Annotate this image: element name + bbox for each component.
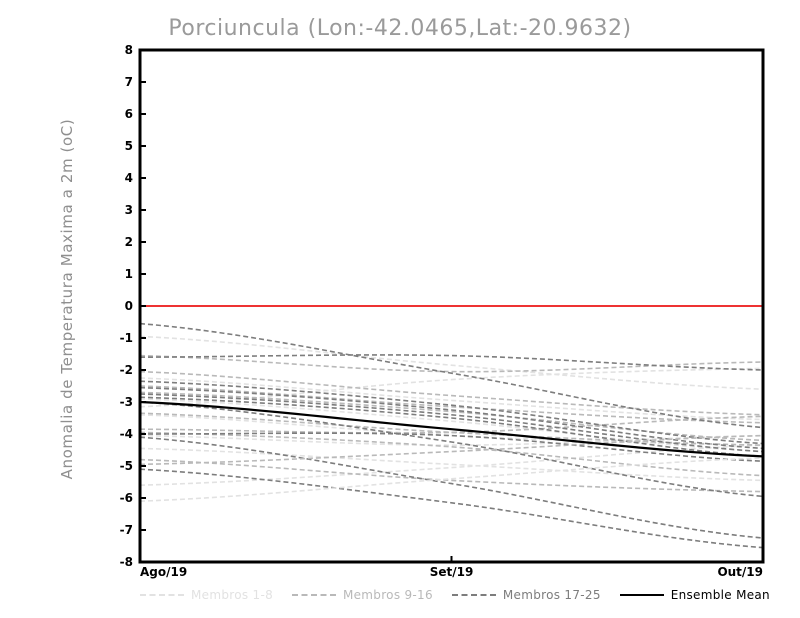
x-axis-ticks: Ago/19 Set/19 Out/19 [139,556,764,579]
legend-entry: Membros 1-8 [140,588,273,602]
y-axis-ticks: 8 7 6 5 4 3 2 1 0 -1 -2 -3 -4 -5 -6 -7 -8 [120,43,146,569]
y-tick-label: -7 [120,523,133,537]
member-line [139,444,764,486]
member-line [139,396,764,458]
member-line [139,354,764,371]
y-tick-label: 1 [125,267,133,281]
member-line [139,393,764,453]
legend-entry: Membros 17-25 [451,588,601,602]
x-tick-label: Set/19 [430,565,474,579]
member-line [139,401,764,498]
x-tick-label: Out/19 [717,565,763,579]
member-line [139,322,764,429]
member-line [139,367,764,408]
member-line [139,432,764,462]
member-line [139,370,764,416]
legend-entry: Membros 9-16 [291,588,433,602]
y-tick-label: -8 [120,555,133,569]
legend-line-swatch [140,594,184,596]
y-tick-label: 4 [125,171,133,185]
member-line [139,458,764,493]
member-line [139,457,764,502]
y-tick-label: 2 [125,235,133,249]
member-line [139,335,764,390]
y-tick-label: 6 [125,107,133,121]
legend-line-swatch [291,594,336,596]
member-line [139,386,764,450]
y-tick-label: -3 [120,395,133,409]
y-tick-label: 8 [125,43,133,57]
y-tick-label: 5 [125,139,133,153]
y-tick-label: -2 [120,363,133,377]
legend-line-swatch [451,594,496,596]
legend-entry: Ensemble Mean [619,588,770,602]
member-line [139,431,764,477]
chart-legend: Membros 1-8 Membros 9-16 Membros 17-25 Ense… [140,585,770,605]
y-tick-label: -1 [120,331,133,345]
y-tick-label: 0 [125,299,133,313]
y-tick-label: 3 [125,203,133,217]
member-line [139,377,764,421]
y-tick-label: -5 [120,459,133,473]
legend-label: Ensemble Mean [670,588,770,602]
x-tick-label: Ago/19 [140,565,187,579]
legend-label: Membros 17-25 [502,588,601,602]
ensemble-mean-line [139,400,764,458]
series-layer [139,322,764,549]
member-line [139,436,764,539]
member-line [139,447,764,482]
member-line [139,385,764,424]
member-line [139,398,764,453]
y-tick-label: -6 [120,491,133,505]
member-line [139,468,764,549]
y-tick-label: 7 [125,75,133,89]
y-tick-label: -4 [120,427,133,441]
legend-label: Membros 9-16 [342,588,433,602]
legend-line-swatch [619,594,664,596]
member-line [139,354,764,373]
legend-label: Membros 1-8 [191,588,274,602]
chart-title: Porciuncula (Lon:-42.0465,Lat:-20.9632) [168,16,632,41]
member-line [139,380,764,445]
